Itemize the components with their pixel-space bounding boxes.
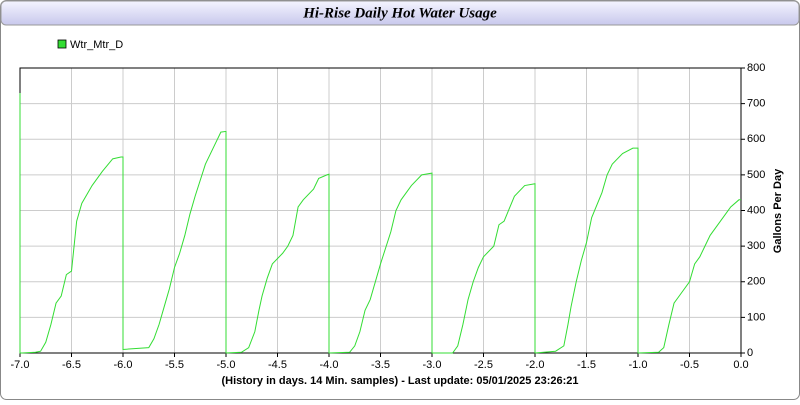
y-tick-label: 500: [747, 169, 765, 181]
y-tick-label: 800: [747, 62, 765, 74]
x-axis-label: (History in days. 14 Min. samples) - Las…: [221, 375, 578, 387]
y-tick-label: 100: [747, 311, 765, 323]
x-tick-label: -4.5: [268, 359, 287, 371]
y-tick-label: 700: [747, 98, 765, 110]
x-tick-label: 0.0: [733, 359, 748, 371]
y-axis-label: Gallons Per Day: [772, 168, 784, 253]
y-tick-label: 300: [747, 240, 765, 252]
x-tick-label: -2.5: [474, 359, 493, 371]
y-tick-label: 400: [747, 204, 765, 216]
x-tick-label: -6.0: [114, 359, 133, 371]
y-tick-label: 200: [747, 276, 765, 288]
x-tick-label: -2.0: [526, 359, 545, 371]
y-tick-label: 0: [747, 347, 753, 359]
chart-title: Hi-Rise Daily Hot Water Usage: [302, 5, 497, 21]
title-bar: [0, 0, 800, 26]
x-tick-label: -7.0: [11, 359, 30, 371]
x-tick-label: -6.5: [62, 359, 81, 371]
x-tick-label: -4.0: [320, 359, 339, 371]
data-line: [19, 92, 741, 354]
x-tick-label: -3.0: [423, 359, 442, 371]
x-tick-label: -0.5: [680, 359, 699, 371]
x-tick-label: -1.0: [629, 359, 648, 371]
x-tick-label: -5.5: [165, 359, 184, 371]
x-tick-label: -1.5: [577, 359, 596, 371]
legend-label: Wtr_Mtr_D: [70, 39, 123, 51]
x-tick-label: -3.5: [371, 359, 390, 371]
legend-swatch: [57, 39, 67, 49]
y-tick-label: 600: [747, 133, 765, 145]
x-tick-label: -5.0: [217, 359, 236, 371]
